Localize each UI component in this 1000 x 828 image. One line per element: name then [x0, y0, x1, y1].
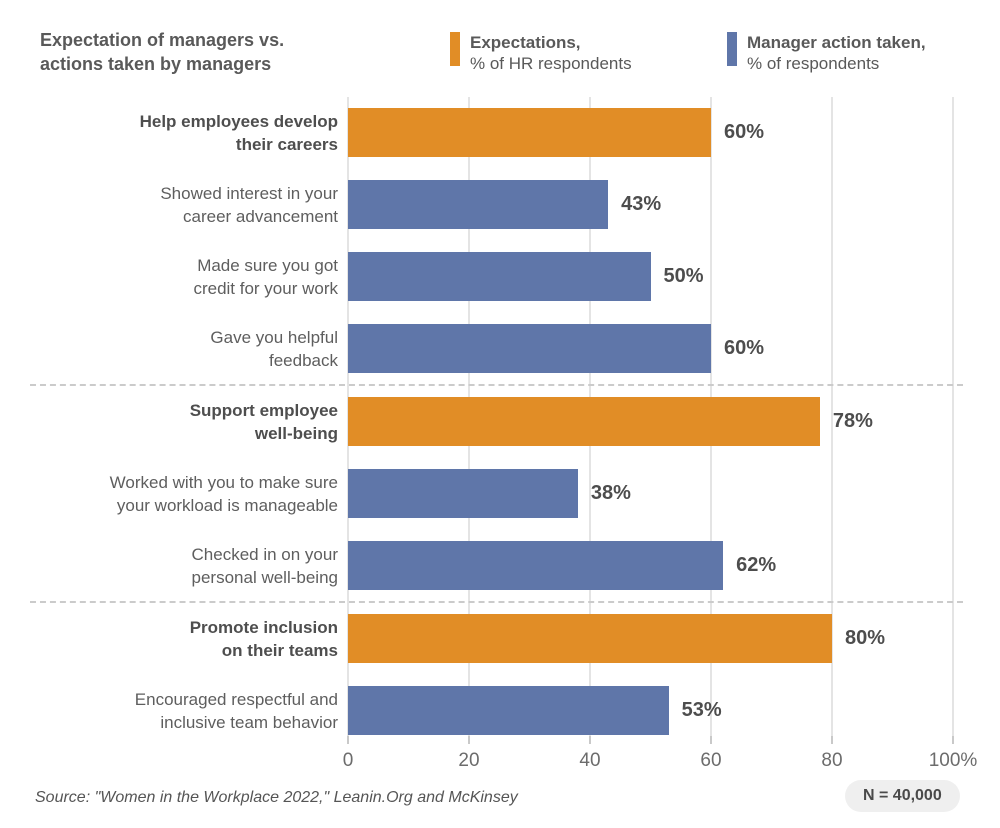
bar-value-label: 53% — [681, 699, 722, 721]
source-note: Source: "Women in the Workplace 2022," L… — [35, 789, 518, 806]
bar-value-label: 50% — [663, 265, 704, 287]
bar-expectation — [348, 108, 711, 157]
row-label: Worked with you to make sure your worklo… — [109, 472, 338, 515]
x-tick-label-60: 60 — [700, 750, 722, 771]
bar-value-label: 60% — [724, 121, 765, 143]
bar-value-label: 62% — [736, 554, 777, 576]
bar-expectation — [348, 614, 832, 663]
row-label: Promote inclusion on their teams — [189, 617, 338, 660]
bar-action — [348, 180, 609, 229]
row-label: Checked in on your personal well-being — [191, 544, 338, 587]
legend-text: Manager action taken, % of respondents — [747, 32, 926, 74]
bar-action — [348, 686, 669, 735]
bar-expectation — [348, 397, 820, 446]
x-tick-label-80: 80 — [821, 750, 843, 771]
bar-action — [348, 252, 651, 301]
manager-action-legend-swatch-icon — [727, 32, 737, 66]
bar-value-label: 60% — [724, 337, 765, 359]
sample-size-badge: N = 40,000 — [845, 780, 960, 812]
axis-tick-20 — [468, 736, 470, 744]
axis-tick-60 — [710, 736, 712, 744]
bar-action — [348, 541, 724, 590]
bar-value-label: 38% — [590, 482, 631, 504]
axis-tick-80 — [831, 736, 833, 744]
legend-expectations-line2: % of HR respondents — [470, 54, 632, 73]
gridline-80 — [831, 97, 833, 736]
row-label: Support employee well-being — [189, 400, 338, 443]
section-divider — [30, 601, 963, 603]
axis-tick-100 — [952, 736, 954, 744]
legend-item-expectations: Expectations, % of HR respondents — [450, 32, 632, 74]
section-divider — [30, 384, 963, 386]
x-tick-label-100: 100% — [928, 750, 978, 771]
axis-tick-0 — [347, 736, 349, 744]
bar-action — [348, 469, 578, 518]
row-label: Gave you helpful feedback — [210, 327, 338, 370]
chart-title: Expectation of managers vs. actions take… — [40, 30, 285, 74]
legend-text: Expectations, % of HR respondents — [470, 32, 632, 74]
row-label: Showed interest in your career advanceme… — [160, 183, 338, 226]
x-tick-label-0: 0 — [342, 750, 354, 771]
x-tick-label-20: 20 — [458, 750, 480, 771]
gridline-100 — [952, 97, 954, 736]
legend-expectations-line1: Expectations, — [470, 33, 581, 52]
row-label: Made sure you got credit for your work — [193, 255, 338, 298]
row-label: Encouraged respectful and inclusive team… — [134, 689, 338, 732]
axis-tick-40 — [589, 736, 591, 744]
expectations-legend-swatch-icon — [450, 32, 460, 66]
legend-manager-action-line1: Manager action taken, — [747, 33, 926, 52]
bar-value-label: 78% — [832, 410, 873, 432]
legend-item-manager-action: Manager action taken, % of respondents — [727, 32, 926, 74]
bar-action — [348, 324, 711, 373]
x-tick-label-40: 40 — [579, 750, 601, 771]
bar-value-label: 43% — [621, 193, 662, 215]
legend-manager-action-line2: % of respondents — [747, 54, 880, 73]
row-label: Help employees develop their careers — [139, 111, 338, 154]
bar-value-label: 80% — [845, 627, 886, 649]
